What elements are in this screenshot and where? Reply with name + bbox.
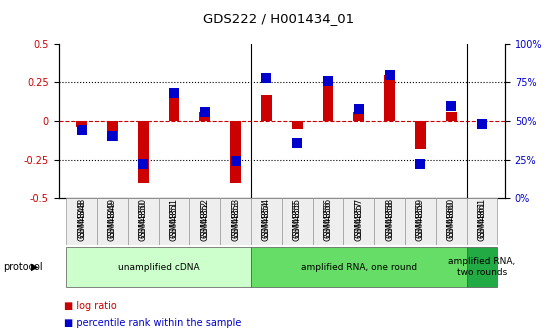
Text: GSM4855: GSM4855 [293, 198, 302, 238]
Bar [292, 121, 302, 129]
Text: GSM4859: GSM4859 [416, 198, 425, 238]
Bar [446, 112, 456, 121]
Text: ■ percentile rank within the sample: ■ percentile rank within the sample [64, 318, 242, 328]
Text: GSM4860: GSM4860 [446, 201, 456, 241]
Text: GSM4850: GSM4850 [139, 198, 148, 238]
FancyBboxPatch shape [251, 247, 466, 287]
FancyBboxPatch shape [466, 247, 497, 287]
FancyBboxPatch shape [220, 198, 251, 245]
Text: GSM4851: GSM4851 [170, 201, 179, 241]
FancyBboxPatch shape [158, 198, 189, 245]
FancyBboxPatch shape [66, 247, 251, 287]
Text: GSM4856: GSM4856 [324, 198, 333, 239]
Text: GDS222 / H001434_01: GDS222 / H001434_01 [204, 12, 354, 25]
Text: ■ log ratio: ■ log ratio [64, 301, 117, 311]
FancyBboxPatch shape [374, 198, 405, 245]
Bar [353, 112, 364, 121]
Bar [261, 95, 272, 121]
FancyBboxPatch shape [189, 198, 220, 245]
Text: amplified RNA, one round: amplified RNA, one round [301, 263, 417, 271]
Bar [477, 121, 487, 124]
Text: GSM4856: GSM4856 [324, 201, 333, 241]
Bar [415, 121, 426, 149]
Text: amplified RNA,
two rounds: amplified RNA, two rounds [448, 257, 516, 277]
Bar [199, 112, 210, 121]
Text: GSM4849: GSM4849 [108, 198, 117, 238]
Text: GSM4853: GSM4853 [231, 201, 240, 241]
Text: GSM4855: GSM4855 [293, 201, 302, 241]
Text: ▶: ▶ [31, 262, 38, 272]
Text: GSM4860: GSM4860 [446, 198, 456, 239]
Text: GSM4861: GSM4861 [478, 201, 487, 241]
Text: GSM4852: GSM4852 [200, 201, 209, 241]
Bar [384, 75, 395, 121]
Bar [169, 98, 180, 121]
Text: GSM4858: GSM4858 [385, 201, 394, 241]
Bar [323, 81, 333, 121]
FancyBboxPatch shape [282, 198, 312, 245]
Bar [138, 121, 148, 183]
Text: GSM4848: GSM4848 [77, 201, 86, 241]
FancyBboxPatch shape [436, 198, 466, 245]
Text: protocol: protocol [3, 262, 42, 272]
Text: GSM4861: GSM4861 [478, 198, 487, 239]
Bar [76, 121, 87, 127]
Text: GSM4857: GSM4857 [354, 198, 363, 239]
Text: GSM4858: GSM4858 [385, 198, 394, 239]
Text: GSM4854: GSM4854 [262, 198, 271, 238]
Text: GSM4852: GSM4852 [200, 198, 209, 238]
FancyBboxPatch shape [466, 198, 497, 245]
FancyBboxPatch shape [312, 198, 343, 245]
FancyBboxPatch shape [128, 198, 158, 245]
Text: GSM4848: GSM4848 [77, 198, 86, 239]
Text: GSM4854: GSM4854 [262, 201, 271, 241]
Text: GSM4857: GSM4857 [354, 201, 363, 241]
Bar [107, 121, 118, 141]
Text: GSM4850: GSM4850 [139, 201, 148, 241]
Text: GSM4851: GSM4851 [170, 198, 179, 238]
FancyBboxPatch shape [97, 198, 128, 245]
Text: GSM4859: GSM4859 [416, 201, 425, 241]
FancyBboxPatch shape [343, 198, 374, 245]
Text: GSM4849: GSM4849 [108, 201, 117, 241]
Text: unamplified cDNA: unamplified cDNA [118, 263, 199, 271]
FancyBboxPatch shape [66, 198, 97, 245]
Text: GSM4853: GSM4853 [231, 198, 240, 239]
FancyBboxPatch shape [405, 198, 436, 245]
FancyBboxPatch shape [251, 198, 282, 245]
Bar [230, 121, 241, 183]
